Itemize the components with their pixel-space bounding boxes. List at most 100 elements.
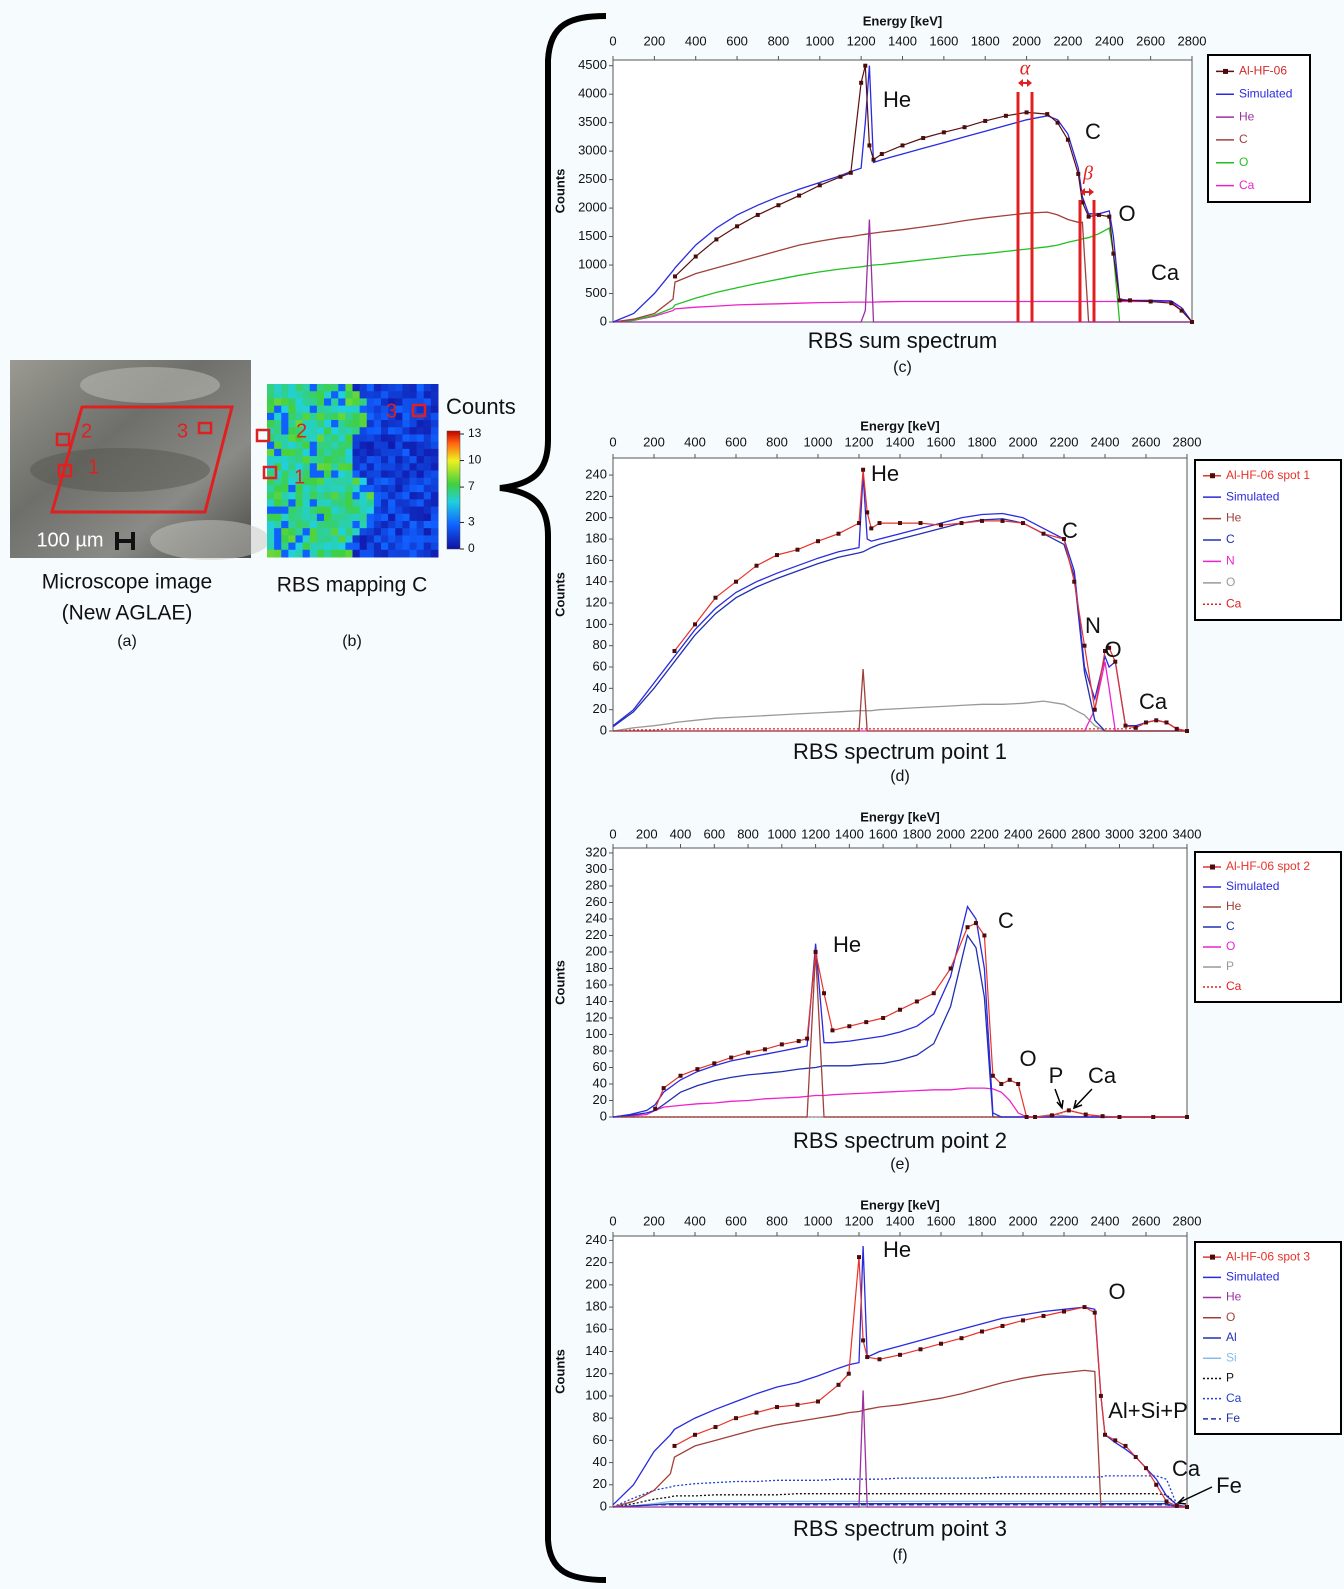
y-tick-label: 4000 <box>578 86 607 101</box>
heatmap-cell <box>373 484 382 493</box>
y-tick-label: 500 <box>585 285 607 300</box>
heatmap-cell <box>295 506 304 515</box>
series-line <box>613 669 1187 732</box>
data-point <box>1144 720 1148 725</box>
data-point <box>1082 643 1087 648</box>
x-tick-label: 200 <box>644 33 666 48</box>
heatmap-cell <box>324 441 332 450</box>
heatmap-cell <box>395 441 403 450</box>
x-tick-label: 400 <box>684 1213 706 1228</box>
heatmap-cell <box>402 470 410 479</box>
plot-area <box>612 457 1188 732</box>
heatmap-cell <box>359 542 368 551</box>
y-tick-label: 180 <box>585 1299 607 1314</box>
heatmap-cell <box>423 391 432 399</box>
heatmap-cell <box>267 492 275 500</box>
heatmap-cell <box>295 484 304 493</box>
annotation: Ca <box>1151 260 1180 285</box>
heatmap-cell <box>288 492 296 500</box>
heatmap-cell <box>409 513 418 522</box>
heatmap-cell <box>402 463 410 471</box>
x-tick-label: 1400 <box>886 1213 915 1228</box>
annotation: Ca <box>1088 1063 1117 1088</box>
heatmap-cell <box>359 405 368 414</box>
heatmap-cell <box>430 492 439 500</box>
x-axis-label: Energy [keV] <box>860 418 939 433</box>
heatmap-cell <box>409 441 418 450</box>
heatmap-cell <box>338 506 346 515</box>
y-tick-label: 3000 <box>578 143 607 158</box>
heatmap-cell <box>309 463 318 471</box>
heatmap-cell <box>381 405 389 414</box>
data-point <box>735 224 740 229</box>
data-point <box>864 1020 869 1025</box>
data-point <box>1154 718 1159 723</box>
heatmap-cell <box>316 456 325 464</box>
heatmap-cell <box>395 427 403 435</box>
x-tick-label: 2800 <box>1173 1213 1202 1228</box>
heatmap-cell <box>274 506 282 515</box>
data-point <box>795 547 800 552</box>
heatmap-cell <box>409 384 418 392</box>
series-line <box>613 1390 1187 1508</box>
heatmap-cell <box>267 535 275 544</box>
data-point <box>1174 1503 1179 1508</box>
heatmap-cell <box>274 391 282 399</box>
heatmap-cell <box>331 441 339 450</box>
heatmap-cell <box>395 513 403 522</box>
x-tick-label: 2000 <box>1012 33 1041 48</box>
heatmap-cell <box>395 492 403 500</box>
heatmap-cell <box>288 477 296 486</box>
heatmap-cell <box>267 441 275 450</box>
heatmap-cell <box>345 492 353 500</box>
heatmap-cell <box>324 470 332 479</box>
heatmap-cell <box>302 448 311 457</box>
heatmap-cell <box>338 398 346 407</box>
heatmap-cell <box>309 470 318 479</box>
heatmap-cell <box>302 528 311 536</box>
y-tick-label: 40 <box>593 680 607 695</box>
heatmap-cell <box>267 477 275 486</box>
heatmap-cell <box>381 427 389 435</box>
heatmap-cell <box>352 470 361 479</box>
heatmap-cell <box>359 535 368 544</box>
heatmap-cell <box>381 420 389 428</box>
heatmap-cell <box>395 542 403 551</box>
caption: RBS mapping C <box>277 574 428 597</box>
heatmap-cell <box>288 384 296 392</box>
y-tick-label: 40 <box>593 1454 607 1469</box>
y-tick-label: 60 <box>593 1059 607 1074</box>
data-point <box>1151 1115 1156 1119</box>
heatmap-cell <box>274 528 282 536</box>
spot-box <box>262 465 278 480</box>
heatmap-cell <box>274 412 282 421</box>
annotation: He <box>883 87 911 112</box>
heatmap-cell <box>395 463 403 471</box>
heatmap-cell <box>416 506 425 515</box>
heatmap-cell <box>316 506 325 515</box>
data-point <box>1113 1438 1118 1443</box>
heatmap-cell <box>352 484 361 493</box>
data-point <box>914 999 919 1004</box>
heatmap-cell <box>395 506 403 515</box>
data-point <box>734 1416 738 1421</box>
y-tick-label: 120 <box>585 1365 607 1380</box>
heatmap-cell <box>281 420 289 428</box>
x-tick-label: 0 <box>609 1213 616 1228</box>
heatmap-cell <box>324 492 332 500</box>
y-tick-label: 2500 <box>578 171 607 186</box>
heatmap-cell <box>359 420 368 428</box>
heatmap-cell <box>373 398 382 407</box>
data-point <box>672 1443 677 1448</box>
heatmap-cell <box>295 542 304 551</box>
heatmap-cell <box>281 391 289 399</box>
heatmap-cell <box>381 528 389 536</box>
annotation: Ca <box>1172 1456 1201 1481</box>
heatmap-cell <box>267 499 275 508</box>
heatmap-cell <box>423 477 432 486</box>
heatmap-cell <box>352 412 361 421</box>
heatmap-cell <box>395 448 403 457</box>
heatmap-cell <box>345 448 353 457</box>
heatmap-cell <box>381 412 389 421</box>
heatmap-cell <box>331 470 339 479</box>
